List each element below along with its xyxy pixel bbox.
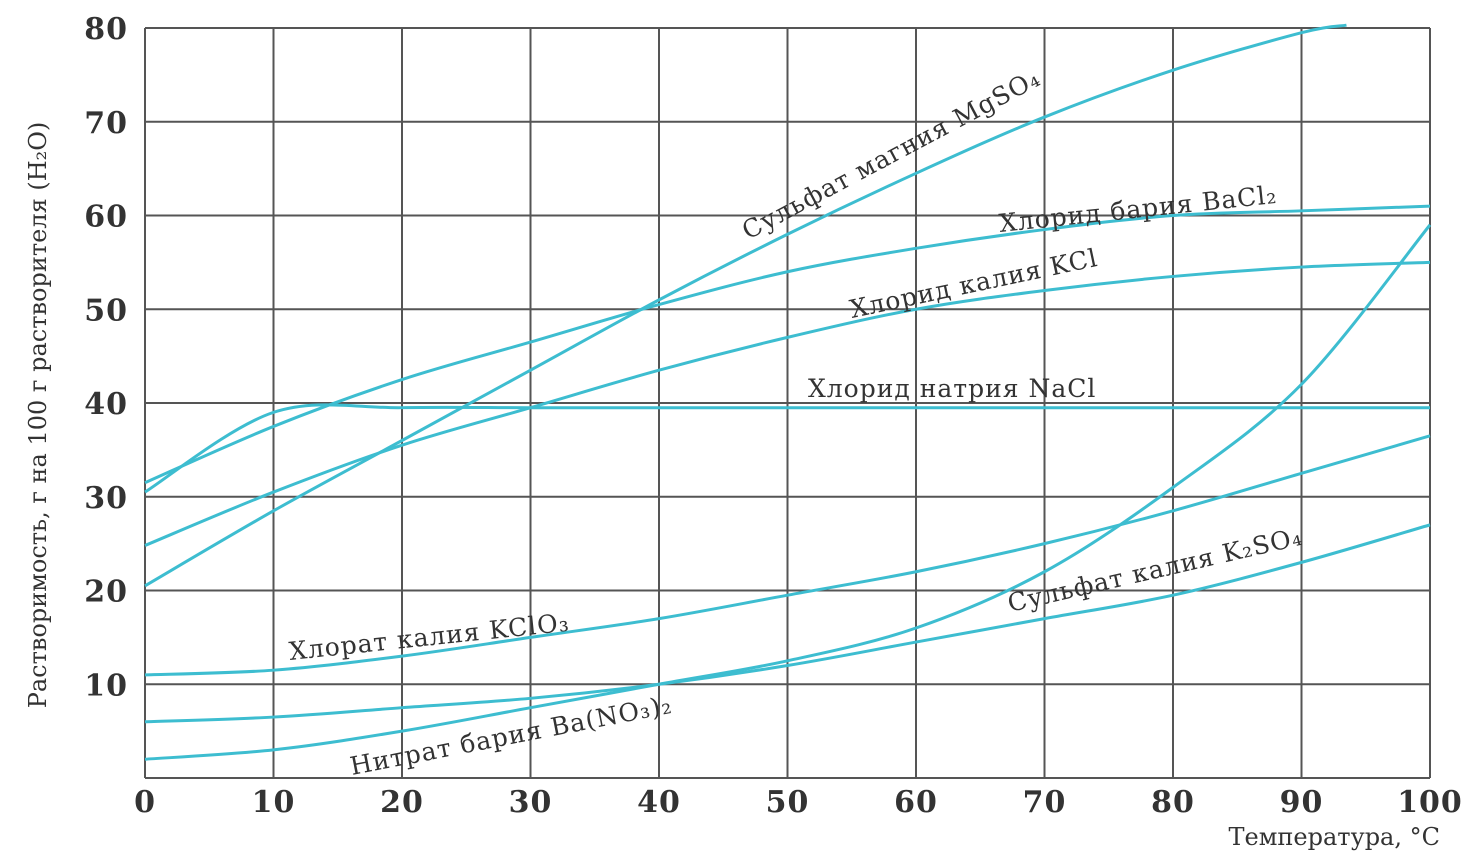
x-tick-label: 20 <box>380 785 424 820</box>
x-tick-label: 60 <box>894 785 938 820</box>
y-tick-label: 60 <box>84 200 128 235</box>
x-tick-label: 90 <box>1280 785 1324 820</box>
x-tick-label: 0 <box>134 785 156 820</box>
series-line <box>144 223 1432 761</box>
y-axis-title: Растворимость, г на 100 г растворителя (… <box>24 122 52 709</box>
x-tick-label: 100 <box>1397 785 1463 820</box>
grid-lines <box>144 27 1431 779</box>
label-nacl: Хлорид натрия NaCl <box>808 374 1096 403</box>
tick-labels: 0 10 20 30 40 50 60 70 80 90 100 10 20 30 40 50 60 70 80 <box>84 12 1463 820</box>
label-bano3: Нитрат бария Ba(NO₃)₂ <box>348 690 675 781</box>
x-tick-label: 80 <box>1151 785 1195 820</box>
series-line <box>144 260 1431 547</box>
x-tick-label: 50 <box>766 785 810 820</box>
y-tick-label: 40 <box>84 387 128 422</box>
series-line <box>144 23 1347 588</box>
series-line <box>144 403 1430 494</box>
y-tick-label: 50 <box>84 293 128 328</box>
label-kcl: Хлорид калия KCl <box>847 243 1100 324</box>
label-bacl2: Хлорид бария BaCl₂ <box>998 180 1279 238</box>
x-axis-title: Температура, °С <box>1229 823 1440 851</box>
y-tick-label: 20 <box>84 575 128 610</box>
series-line <box>144 204 1431 485</box>
y-tick-label: 10 <box>84 668 128 703</box>
y-tick-label: 80 <box>84 12 128 47</box>
x-tick-label: 30 <box>509 785 553 820</box>
x-tick-label: 40 <box>637 785 681 820</box>
x-tick-label: 10 <box>252 785 296 820</box>
y-tick-label: 30 <box>84 481 128 516</box>
series-line <box>144 523 1431 724</box>
y-tick-label: 70 <box>84 106 128 141</box>
x-tick-label: 70 <box>1023 785 1067 820</box>
series-line <box>144 434 1431 677</box>
solubility-curves <box>144 23 1432 761</box>
label-kclo3: Хлорат калия KClO₃ <box>288 608 571 666</box>
